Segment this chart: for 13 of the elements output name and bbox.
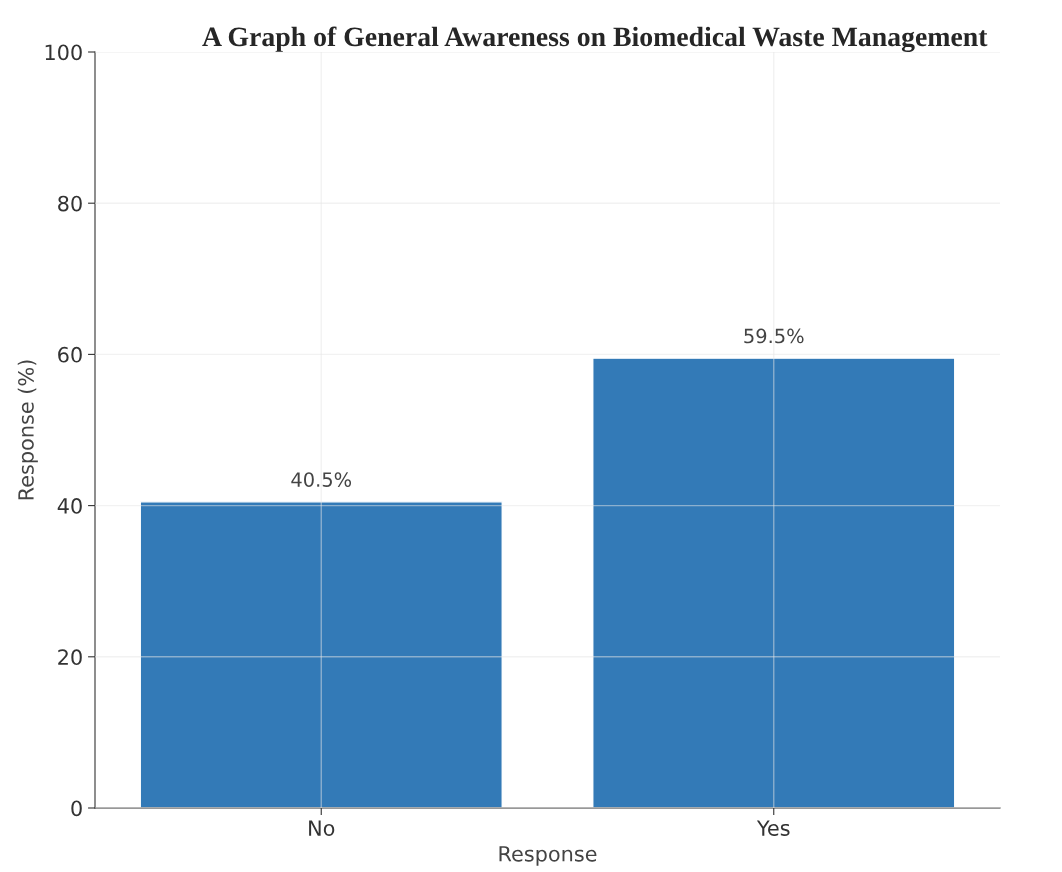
y-tick-label: 80 bbox=[58, 195, 82, 212]
y-tick-label: 0 bbox=[71, 800, 82, 817]
y-tick-label: 60 bbox=[58, 346, 82, 363]
data-label: 40.5% bbox=[291, 472, 352, 487]
chart-title: A Graph of General Awareness on Biomedical Waste Management bbox=[202, 26, 988, 53]
y-tick-label: 20 bbox=[58, 649, 82, 666]
y-tick-label: 40 bbox=[57, 498, 82, 514]
x-axis-title: Response bbox=[499, 846, 597, 866]
y-tick-label: 100 bbox=[45, 44, 82, 61]
y-axis-title: Response (%) bbox=[17, 360, 38, 500]
x-tick-label: Yes bbox=[756, 820, 790, 836]
data-label: 59.5% bbox=[744, 328, 804, 344]
x-tick-label: No bbox=[309, 820, 335, 836]
